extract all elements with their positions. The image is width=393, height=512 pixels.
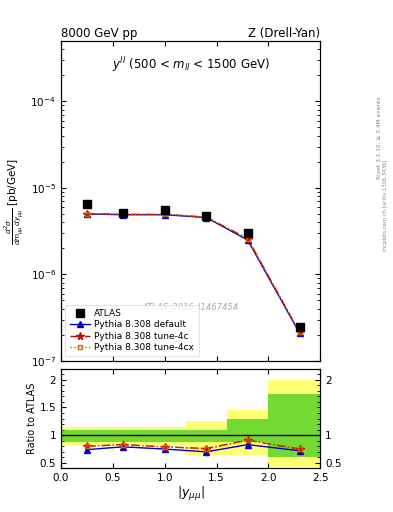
Pythia 8.308 tune-4cx [162, 211, 167, 218]
Text: ATLAS_2016_I1467454: ATLAS_2016_I1467454 [143, 302, 239, 311]
Text: Rivet 3.1.10, ≥ 3.4M events: Rivet 3.1.10, ≥ 3.4M events [377, 97, 382, 180]
Pythia 8.308 default [204, 215, 209, 221]
Line: Pythia 8.308 tune-4c: Pythia 8.308 tune-4c [83, 210, 303, 336]
Line: Pythia 8.308 default: Pythia 8.308 default [84, 211, 302, 336]
Text: Z (Drell-Yan): Z (Drell-Yan) [248, 27, 320, 40]
Pythia 8.308 default [121, 211, 125, 218]
Line: ATLAS: ATLAS [83, 200, 303, 330]
Pythia 8.308 default [84, 211, 89, 217]
ATLAS [204, 212, 209, 219]
Pythia 8.308 tune-4cx [245, 236, 250, 242]
Text: $y^{ll}$ (500 < $m_{ll}$ < 1500 GeV): $y^{ll}$ (500 < $m_{ll}$ < 1500 GeV) [112, 55, 270, 74]
Pythia 8.308 tune-4c [84, 210, 89, 217]
Y-axis label: $\frac{d^2\sigma}{dm_{\mu\mu}\,dy_{\mu\mu}}$ [pb/GeV]: $\frac{d^2\sigma}{dm_{\mu\mu}\,dy_{\mu\m… [4, 157, 26, 245]
Text: mcplots.cern.ch [arXiv:1306.3436]: mcplots.cern.ch [arXiv:1306.3436] [383, 159, 387, 250]
ATLAS [297, 324, 302, 330]
Pythia 8.308 tune-4c [162, 211, 167, 218]
Pythia 8.308 tune-4cx [297, 329, 302, 335]
X-axis label: $|y_{\mu\mu}|$: $|y_{\mu\mu}|$ [177, 485, 204, 503]
Pythia 8.308 tune-4cx [204, 214, 209, 220]
Text: 8000 GeV pp: 8000 GeV pp [61, 27, 137, 40]
Pythia 8.308 tune-4c [121, 211, 125, 218]
Legend: ATLAS, Pythia 8.308 default, Pythia 8.308 tune-4c, Pythia 8.308 tune-4cx: ATLAS, Pythia 8.308 default, Pythia 8.30… [65, 305, 199, 356]
ATLAS [84, 201, 89, 207]
Pythia 8.308 default [297, 330, 302, 336]
Pythia 8.308 default [245, 237, 250, 243]
ATLAS [162, 207, 167, 214]
Pythia 8.308 tune-4c [297, 329, 302, 335]
Pythia 8.308 default [162, 211, 167, 218]
Y-axis label: Ratio to ATLAS: Ratio to ATLAS [27, 383, 37, 454]
Pythia 8.308 tune-4cx [84, 210, 89, 217]
Line: Pythia 8.308 tune-4cx: Pythia 8.308 tune-4cx [84, 211, 302, 335]
Pythia 8.308 tune-4c [204, 214, 209, 220]
ATLAS [245, 230, 250, 236]
Pythia 8.308 tune-4c [245, 236, 250, 242]
ATLAS [121, 209, 125, 216]
Pythia 8.308 tune-4cx [121, 211, 125, 218]
